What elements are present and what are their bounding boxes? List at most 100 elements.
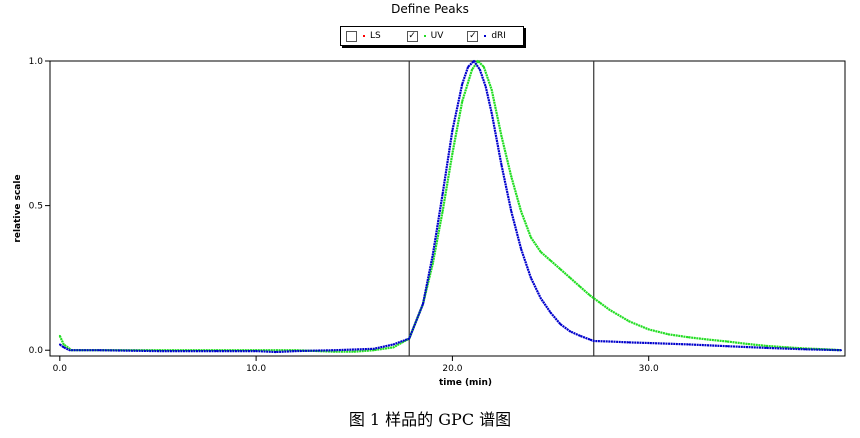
data-point-uv	[647, 328, 650, 331]
data-point-dri	[451, 129, 454, 132]
data-point-uv	[706, 338, 709, 341]
data-point-dri	[157, 350, 159, 352]
data-point-dri	[68, 349, 71, 352]
data-point-uv	[510, 175, 513, 178]
data-point-dri	[549, 311, 552, 314]
data-point-dri	[520, 248, 523, 250]
data-point-uv	[726, 340, 729, 343]
data-point-dri	[98, 349, 100, 352]
data-point-dri	[333, 349, 336, 352]
data-point-dri	[539, 297, 542, 300]
data-point-dri	[726, 345, 729, 348]
data-point-uv	[58, 334, 61, 337]
data-point-dri	[392, 343, 395, 346]
data-point-dri	[608, 340, 611, 343]
data-point-dri	[372, 347, 375, 350]
data-point-dri	[765, 347, 768, 349]
data-point-dri	[274, 351, 277, 353]
data-point-uv	[765, 344, 768, 347]
legend-label: LS	[370, 31, 381, 41]
data-point-uv	[471, 68, 473, 71]
x-tick-label: 20.0	[442, 364, 462, 374]
data-point-dri	[294, 350, 297, 352]
legend-checkbox[interactable]: ✓	[467, 30, 479, 42]
data-point-dri	[687, 343, 689, 346]
legend-color-marker	[484, 35, 487, 37]
data-point-dri	[647, 342, 650, 344]
data-point-uv	[608, 308, 611, 311]
data-point-dri	[58, 343, 61, 346]
data-point-dri	[422, 303, 424, 305]
data-point-dri	[628, 341, 630, 344]
data-point-dri	[62, 346, 65, 349]
data-point-uv	[687, 336, 689, 339]
x-axis-label: time (min)	[439, 378, 492, 388]
data-point-dri	[478, 68, 481, 71]
data-point-uv	[667, 333, 670, 336]
legend: LS ✓ UV ✓ dRI	[340, 26, 524, 46]
legend-checkbox[interactable]: ✓	[406, 30, 418, 42]
data-point-dri	[484, 86, 487, 88]
data-point-dri	[569, 330, 572, 333]
data-point-uv	[579, 285, 581, 288]
figure-caption: 图 1 样品的 GPC 谱图	[348, 410, 512, 429]
data-point-dri	[500, 164, 503, 167]
y-tick-label: 0.5	[29, 202, 43, 212]
data-point-dri	[215, 350, 218, 352]
legend-label: dRI	[491, 31, 506, 41]
data-point-dri	[804, 348, 807, 351]
x-tick-label: 0.0	[53, 364, 68, 374]
data-point-uv	[530, 236, 532, 239]
data-point-uv	[353, 350, 356, 353]
plot-frame	[49, 60, 846, 357]
data-point-uv	[461, 100, 464, 103]
data-point-dri	[431, 253, 434, 256]
x-tick-label: 10.0	[246, 364, 266, 374]
legend-checkbox[interactable]	[346, 30, 357, 42]
data-point-dri	[490, 112, 493, 114]
series-line-uv	[58, 59, 842, 353]
legend-item-uv[interactable]: ✓ UV	[406, 30, 463, 42]
y-tick-label: 1.0	[29, 57, 44, 67]
data-point-uv	[431, 262, 434, 265]
data-point-uv	[482, 65, 485, 68]
legend-color-marker	[363, 35, 365, 37]
data-point-uv	[477, 60, 479, 62]
data-point-dri	[467, 65, 470, 68]
data-point-dri	[473, 60, 475, 62]
data-point-dri	[559, 323, 562, 326]
data-point-uv	[500, 135, 503, 138]
data-point-uv	[559, 268, 562, 271]
data-point-uv	[451, 152, 454, 155]
data-point-dri	[530, 277, 532, 279]
data-point-uv	[490, 89, 493, 91]
data-point-uv	[62, 343, 65, 346]
data-point-dri	[588, 338, 591, 341]
x-tick-label: 30.0	[639, 364, 659, 374]
data-point-dri	[441, 193, 444, 195]
data-point-dri	[510, 210, 513, 213]
legend-item-ls[interactable]: LS	[346, 30, 402, 42]
data-point-dri	[579, 334, 581, 337]
y-tick-label: 0.0	[29, 346, 44, 356]
data-point-dri	[255, 350, 258, 352]
data-point-uv	[392, 346, 395, 349]
data-point-uv	[569, 277, 572, 279]
legend-label: UV	[430, 31, 444, 41]
data-point-uv	[628, 320, 630, 323]
legend-item-dri[interactable]: ✓ dRI	[467, 30, 523, 42]
chart-plot: 0.0 10.0 20.0 30.0 0.0 0.5 1.0 time (min) relati…	[13, 57, 846, 388]
series-line-dri	[59, 59, 842, 354]
data-point-uv	[549, 259, 552, 262]
legend-color-marker	[423, 35, 426, 37]
data-point-uv	[745, 342, 748, 345]
data-point-dri	[408, 337, 411, 340]
data-point-uv	[539, 250, 542, 253]
data-point-uv	[520, 210, 523, 213]
data-point-dri	[461, 83, 464, 86]
data-point-dri	[592, 340, 595, 342]
data-point-uv	[441, 210, 444, 213]
y-axis-label: relative scale	[13, 174, 23, 242]
data-point-uv	[598, 301, 601, 304]
chart-title: Define Peaks	[391, 2, 469, 16]
